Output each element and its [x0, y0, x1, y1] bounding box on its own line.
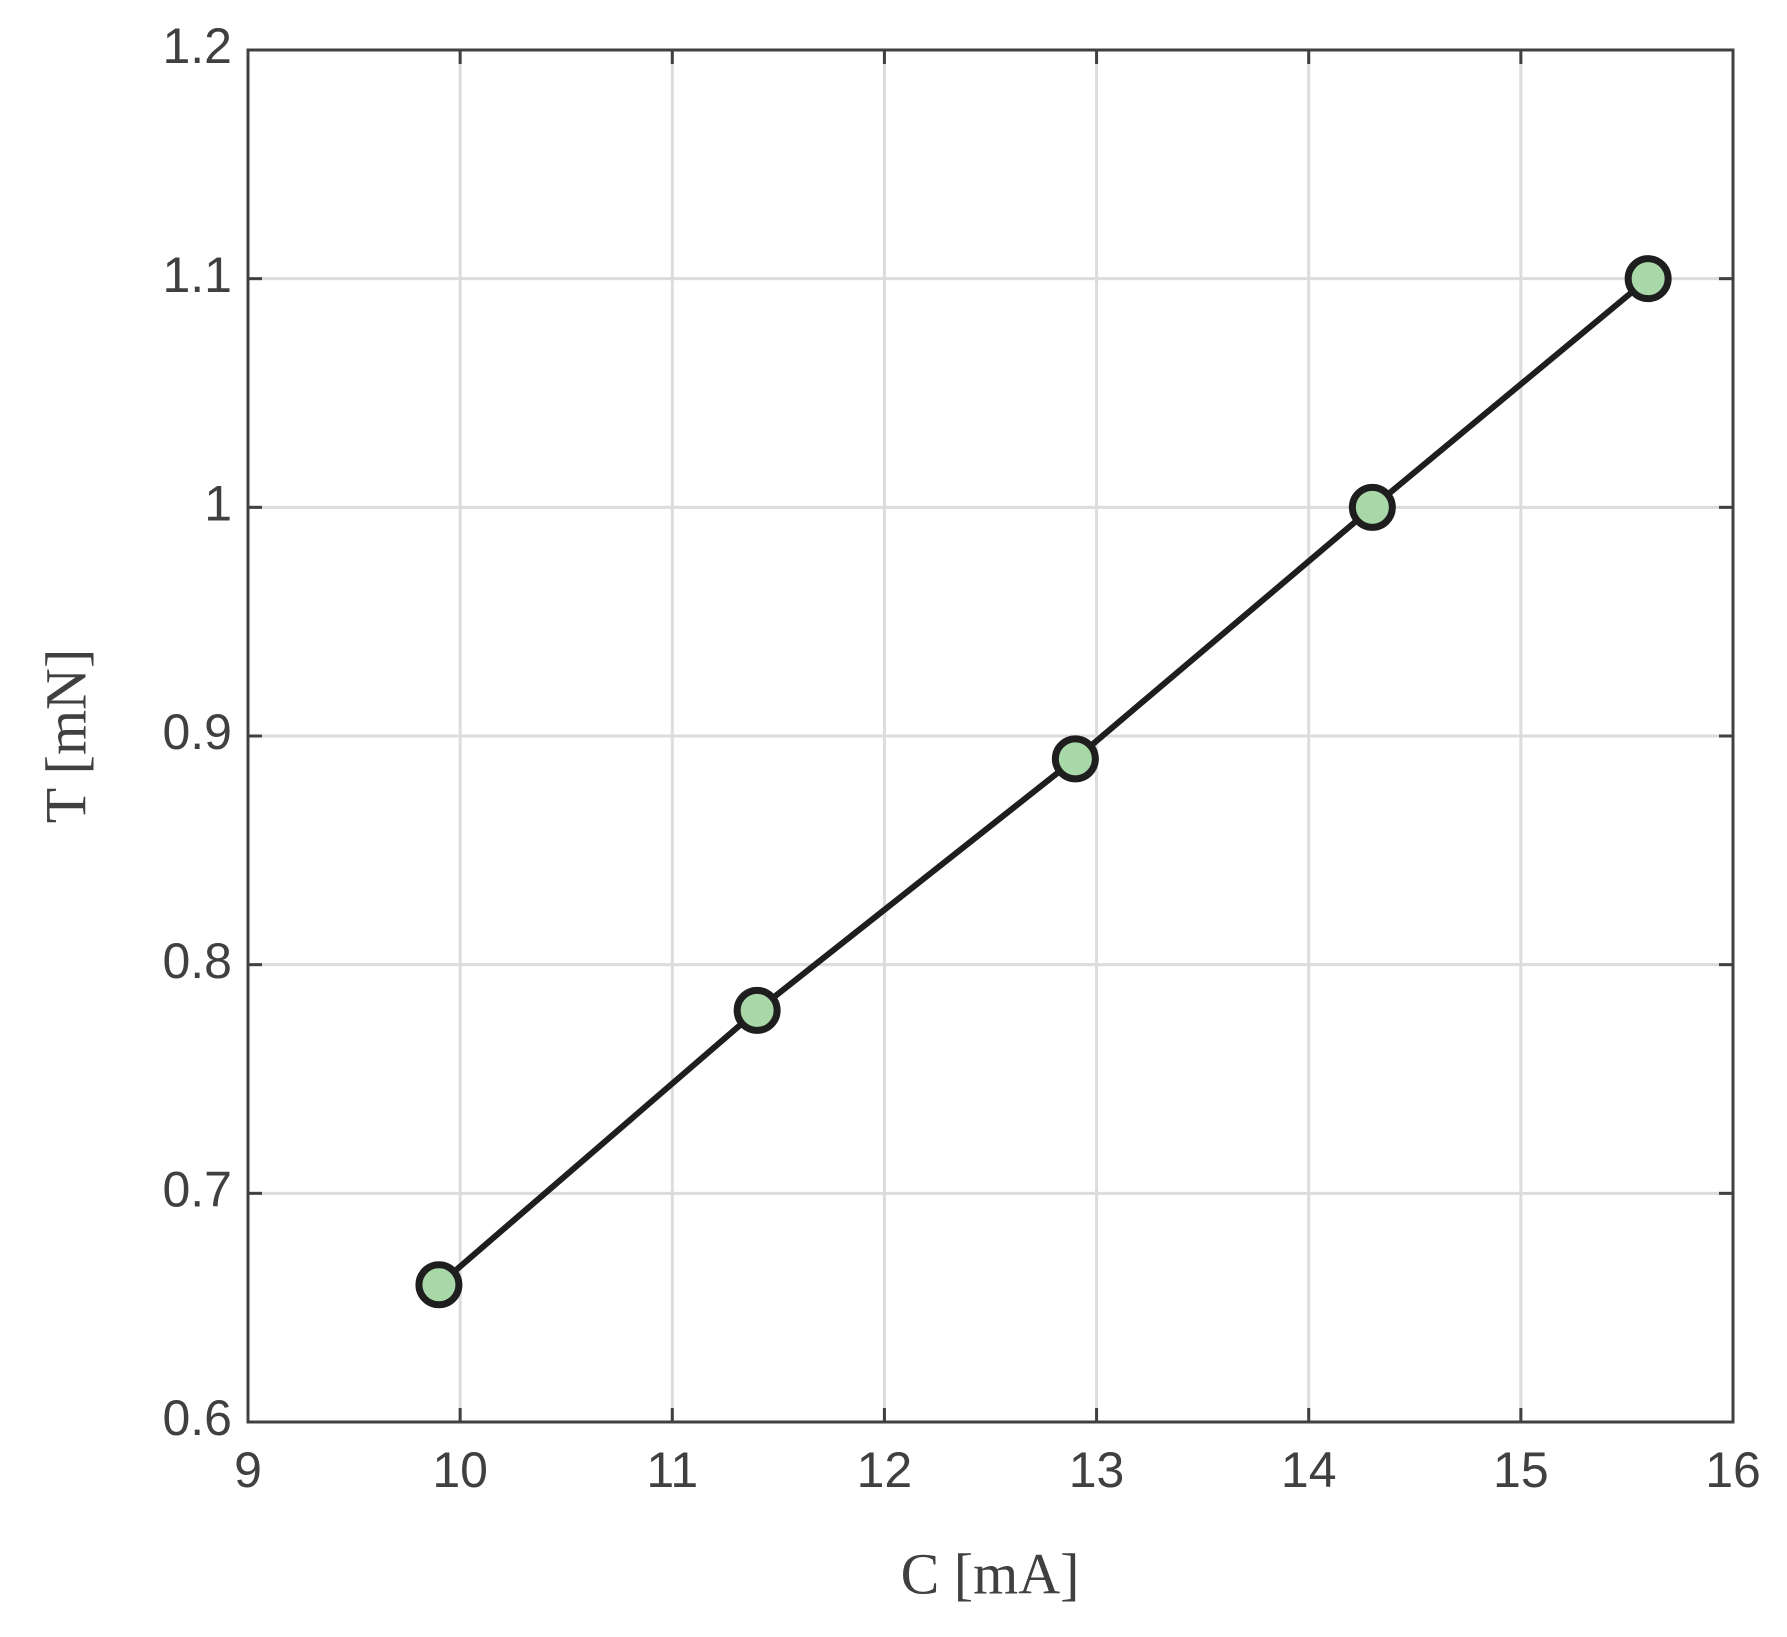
- x-tick-label: 16: [1705, 1442, 1761, 1498]
- x-tick-label: 10: [432, 1442, 488, 1498]
- y-axis-label: T [mN]: [33, 649, 98, 824]
- x-tick-label: 13: [1069, 1442, 1125, 1498]
- y-tick-label: 1.2: [162, 18, 232, 74]
- y-tick-label: 0.8: [162, 933, 232, 989]
- x-tick-label: 11: [646, 1442, 698, 1498]
- y-tick-label: 0.6: [162, 1390, 232, 1446]
- marker: [415, 1261, 463, 1309]
- x-tick-label: 14: [1281, 1442, 1337, 1498]
- y-tick-label: 0.9: [162, 704, 232, 760]
- y-tick-label: 0.7: [162, 1162, 232, 1218]
- y-tick-label: 1.1: [162, 247, 232, 303]
- x-tick-label: 12: [857, 1442, 913, 1498]
- plot-frame: [246, 48, 1735, 1424]
- x-axis-label: C [mA]: [901, 1541, 1080, 1606]
- marker: [1624, 255, 1672, 303]
- x-tick-label: 9: [234, 1442, 262, 1498]
- marker: [1348, 483, 1396, 531]
- marker: [733, 986, 781, 1034]
- line: [436, 276, 1651, 1288]
- marker: [1051, 735, 1099, 783]
- x-tick-label: 15: [1493, 1442, 1549, 1498]
- y-tick-label: 1: [204, 476, 232, 532]
